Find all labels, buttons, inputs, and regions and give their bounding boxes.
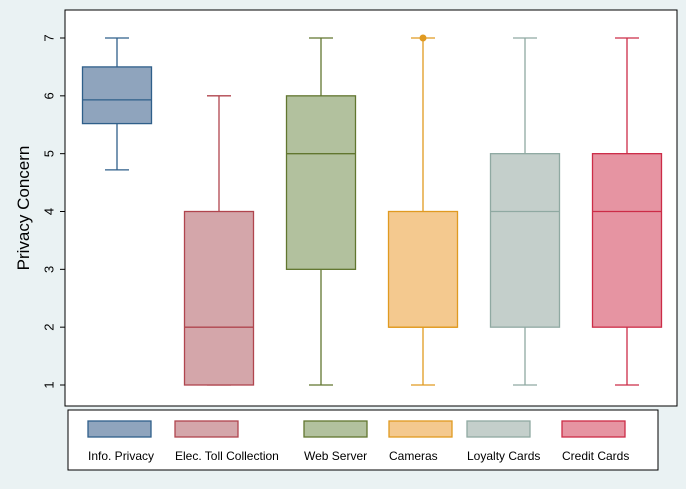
legend: Info. Privacy Elec. Toll Collection Web Se…: [87, 420, 629, 463]
legend-swatch: [174, 420, 239, 438]
legend-swatch: [303, 420, 368, 438]
legend-swatch: [561, 420, 626, 438]
box-body: [591, 153, 663, 328]
y-tick-label: 1: [42, 381, 57, 388]
y-tick-label: 3: [42, 266, 57, 273]
legend-label: Elec. Toll Collection: [175, 449, 279, 463]
outlier-point: [419, 34, 427, 42]
legend-swatch: [466, 420, 531, 438]
legend-item-loyalty-cards: Loyalty Cards: [466, 420, 540, 463]
box-web-server: [285, 37, 357, 386]
legend-label: Info. Privacy: [88, 449, 154, 463]
legend-label: Credit Cards: [562, 449, 629, 463]
legend-item-cameras: Cameras: [388, 420, 453, 463]
legend-label: Web Server: [304, 449, 367, 463]
legend-box: [67, 409, 659, 471]
y-tick-label: 6: [42, 92, 57, 99]
y-axis: 1 2 3 4 5 6 7: [42, 34, 65, 389]
y-axis-label: Privacy Concern: [14, 146, 33, 271]
legend-label: Cameras: [389, 449, 438, 463]
box-info-privacy: [81, 37, 153, 171]
box-cameras: [387, 34, 459, 386]
box-credit-cards: [591, 37, 663, 386]
box-body: [183, 210, 255, 386]
boxplot-chart: Privacy Concern 1 2 3 4 5 6 7 Info. Privacy Ele…: [4, 4, 682, 482]
plot-area: [64, 9, 678, 407]
legend-item-credit-cards: Credit Cards: [561, 420, 629, 463]
box-body: [285, 95, 357, 270]
y-tick-label: 4: [42, 208, 57, 215]
y-tick-label: 2: [42, 324, 57, 331]
y-tick-label: 7: [42, 34, 57, 41]
legend-swatch: [388, 420, 453, 438]
box-body: [387, 210, 459, 328]
y-tick-label: 5: [42, 150, 57, 157]
legend-item-elec-toll-collection: Elec. Toll Collection: [174, 420, 279, 463]
legend-item-web-server: Web Server: [303, 420, 368, 463]
box-elec-toll-collection: [183, 95, 255, 386]
legend-swatch: [87, 420, 152, 438]
box-body: [489, 153, 561, 328]
box-loyalty-cards: [489, 37, 561, 386]
box-body: [81, 66, 153, 125]
boxes: [81, 34, 663, 386]
legend-label: Loyalty Cards: [467, 449, 540, 463]
chart-frame: Privacy Concern 1 2 3 4 5 6 7 Info. Privacy Ele…: [4, 4, 682, 482]
legend-item-info-privacy: Info. Privacy: [87, 420, 154, 463]
